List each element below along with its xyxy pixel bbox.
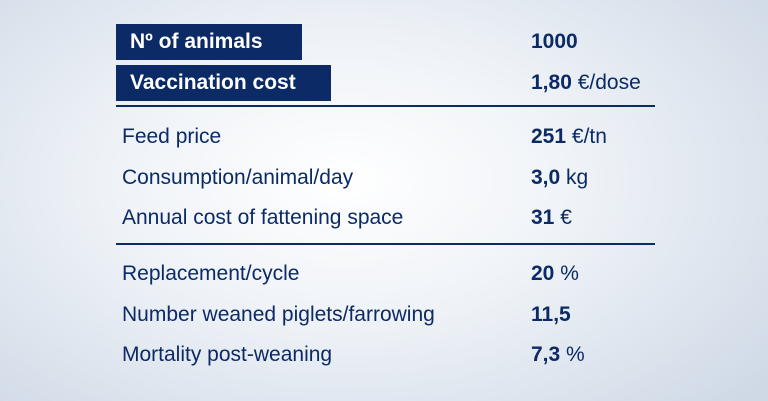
row-replacement: Replacement/cycle 20 % <box>0 256 768 292</box>
feed-price-number: 251 <box>531 125 567 148</box>
weaned-piglets-number: 11,5 <box>531 303 571 326</box>
mortality-value: 7,3 % <box>531 337 585 373</box>
vaccination-cost-label: Vaccination cost <box>116 65 331 101</box>
row-number-of-animals: Nº of animals 1000 <box>0 24 768 60</box>
divider-middle <box>116 243 655 245</box>
fattening-space-number: 31 <box>531 206 555 229</box>
consumption-label: Consumption/animal/day <box>122 166 354 189</box>
replacement-label: Replacement/cycle <box>122 262 300 285</box>
replacement-number: 20 <box>531 262 555 285</box>
number-of-animals-value: 1000 <box>531 24 578 60</box>
weaned-piglets-label: Number weaned piglets/farrowing <box>122 303 435 326</box>
replacement-value: 20 % <box>531 256 579 292</box>
row-fattening-space: Annual cost of fattening space 31 € <box>0 200 768 236</box>
row-weaned-piglets: Number weaned piglets/farrowing 11,5 <box>0 297 768 333</box>
mortality-number: 7,3 <box>531 343 561 366</box>
consumption-unit: kg <box>566 166 589 189</box>
row-vaccination-cost: Vaccination cost 1,80 €/dose <box>0 65 768 101</box>
vaccination-cost-unit: €/dose <box>577 71 641 94</box>
fattening-space-label: Annual cost of fattening space <box>122 206 404 229</box>
consumption-number: 3,0 <box>531 166 561 189</box>
vaccination-cost-number: 1,80 <box>531 71 572 94</box>
number-of-animals-number: 1000 <box>531 30 578 53</box>
feed-price-value: 251 €/tn <box>531 119 607 155</box>
number-of-animals-label: Nº of animals <box>116 24 302 60</box>
consumption-value: 3,0 kg <box>531 160 588 196</box>
fattening-space-unit: € <box>560 206 572 229</box>
divider-top <box>116 105 655 107</box>
row-mortality: Mortality post-weaning 7,3 % <box>0 337 768 373</box>
vaccination-cost-value: 1,80 €/dose <box>531 65 641 101</box>
row-consumption: Consumption/animal/day 3,0 kg <box>0 160 768 196</box>
fattening-space-value: 31 € <box>531 200 572 236</box>
mortality-label: Mortality post-weaning <box>122 343 333 366</box>
feed-price-label: Feed price <box>122 125 222 148</box>
mortality-unit: % <box>566 343 585 366</box>
row-feed-price: Feed price 251 €/tn <box>0 119 768 155</box>
feed-price-unit: €/tn <box>571 125 607 148</box>
weaned-piglets-value: 11,5 <box>531 297 571 333</box>
replacement-unit: % <box>560 262 579 285</box>
